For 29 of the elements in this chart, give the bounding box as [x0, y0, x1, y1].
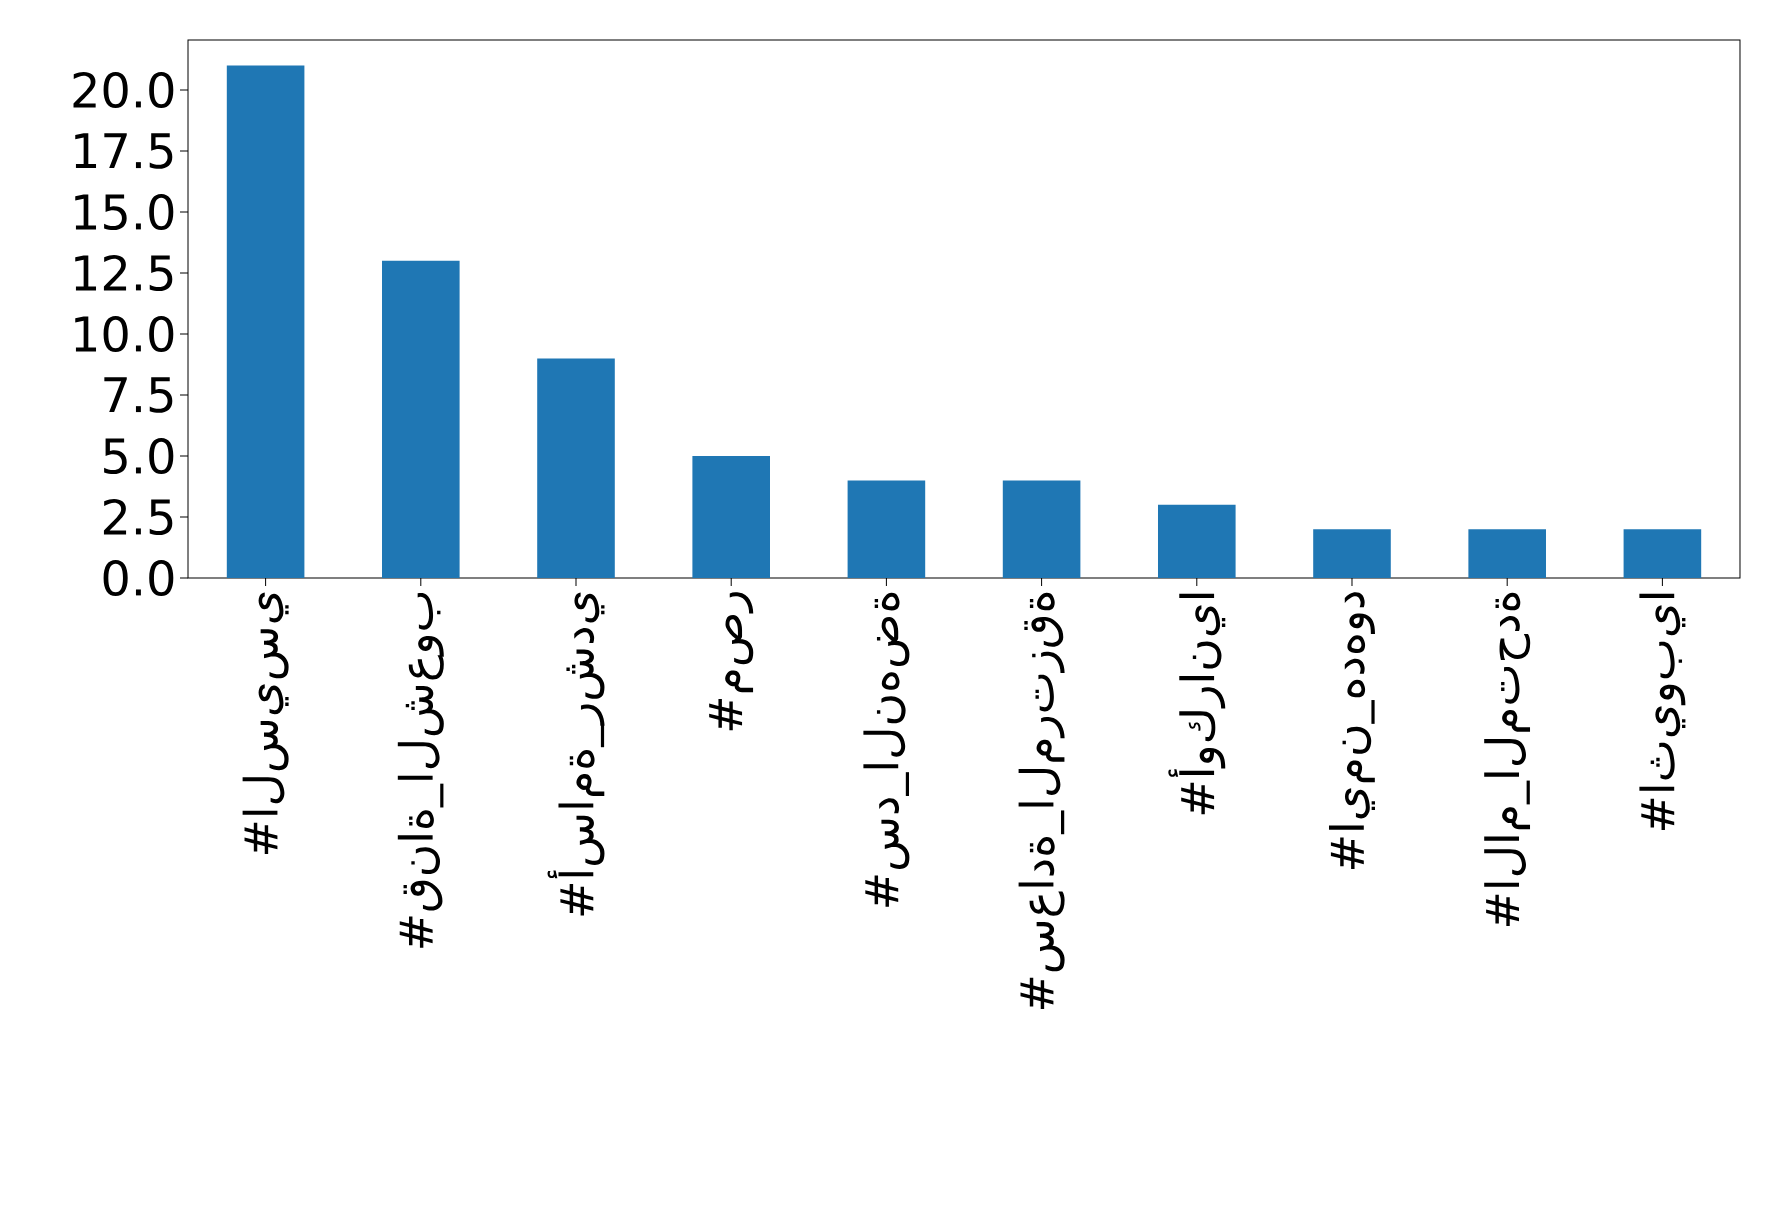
bar	[226, 65, 305, 578]
y-tick-label: 5.0	[104, 437, 174, 475]
bar	[692, 455, 770, 578]
bar	[1157, 504, 1236, 578]
y-tick-label: 2.5	[103, 498, 173, 536]
bar	[1468, 529, 1546, 578]
y-tick-label: 17.5	[75, 133, 173, 169]
y-tick-label: 0.0	[103, 559, 174, 597]
bar	[1313, 529, 1391, 578]
bar	[847, 480, 926, 578]
x-tick-label: #أوكرانيا	[1168, 593, 1226, 815]
bar	[1002, 480, 1081, 578]
x-tick-label: #مصر	[709, 592, 754, 731]
y-tick-label: 10.0	[75, 315, 174, 353]
x-tick-label: #أسامة_رشدي	[547, 592, 605, 916]
bar	[1623, 529, 1702, 578]
bar	[382, 260, 460, 578]
x-tick-label: #سد_النهضة	[863, 592, 910, 907]
x-tick-label: #قناة_الشعوب	[397, 592, 444, 948]
y-tick-label: 20.0	[73, 71, 174, 109]
x-tick-label: #اثيوبيا	[1639, 593, 1686, 831]
y-tick-label: 15.0	[75, 193, 174, 231]
x-tick-label: #ايمن_هدهود	[1328, 592, 1375, 869]
x-tick-label: #السيسي	[242, 592, 289, 855]
x-tick-label: #الام_المتحدة	[1484, 592, 1531, 926]
bar	[537, 358, 615, 578]
y-tick-label: 7.5	[104, 377, 173, 413]
y-tick-label: 12.5	[75, 254, 173, 292]
x-tick-label: #سعادة_المرتزقة	[1018, 592, 1065, 1010]
